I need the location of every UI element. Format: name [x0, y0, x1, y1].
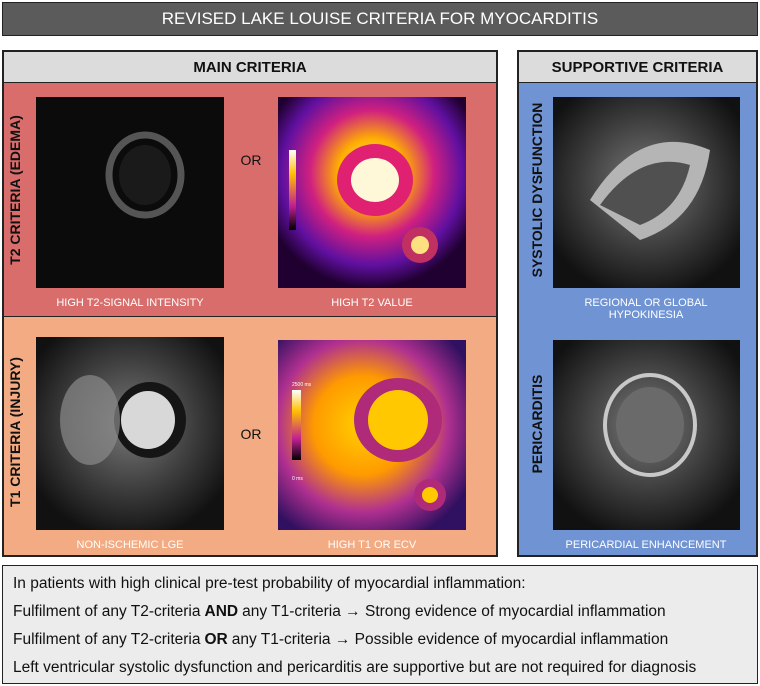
connector: OR [240, 426, 262, 442]
summary-line: In patients with high clinical pre-test … [13, 575, 526, 592]
lge-image [36, 337, 224, 530]
summary-line: Fulfilment of any T2-criteria OR any T1-cr… [13, 626, 747, 654]
pericardial-image [553, 340, 740, 530]
t1-map-image [278, 340, 466, 530]
caption: REGIONAL OR GLOBAL HYPOKINESIA [584, 297, 708, 321]
scale-min-label: 0 ms [292, 476, 303, 482]
supportive-title: SUPPORTIVE CRITERIA [519, 52, 756, 83]
summary-line: Left ventricular systolic dysfunction an… [13, 659, 697, 676]
caption: PERICARDIAL ENHANCEMENT [565, 539, 727, 551]
main-title: MAIN CRITERIA [4, 52, 496, 83]
page-title: REVISED LAKE LOUISE CRITERIA FOR MYOCARD… [2, 2, 758, 36]
text: any T1-criteria → Strong evidence of myo… [242, 603, 666, 620]
text: Fulfilment of any T2-criteria [13, 603, 201, 620]
summary-line: Fulfilment of any T2-criteria AND any T1-c… [13, 598, 747, 626]
text: Fulfilment of any T2-criteria [13, 631, 201, 648]
text: any T1-criteria → Possible evidence of m… [231, 631, 669, 648]
row-label: T2 CRITERIA (EDEMA) [7, 115, 23, 265]
caption: HIGH T2 VALUE [331, 297, 413, 309]
row-label: SYSTOLIC DYSFUNCTION [529, 102, 545, 278]
summary-box: In patients with high clinical pre-test … [2, 565, 758, 684]
row-label: PERICARDITIS [529, 374, 545, 474]
emphasis: AND [204, 603, 239, 620]
t2-map-image [278, 97, 466, 288]
caption: HIGH T1 OR ECV [327, 539, 417, 551]
t2-weighted-image [36, 97, 224, 288]
connector: OR [240, 152, 262, 168]
scale-max-label: 2500 ms [292, 382, 312, 388]
cine-image [553, 97, 740, 288]
images [36, 97, 740, 530]
emphasis: OR [204, 631, 228, 648]
row-label: T1 CRITERIA (INJURY) [7, 357, 23, 507]
caption: HIGH T2-SIGNAL INTENSITY [56, 297, 204, 309]
caption: NON-ISCHEMIC LGE [76, 539, 184, 551]
